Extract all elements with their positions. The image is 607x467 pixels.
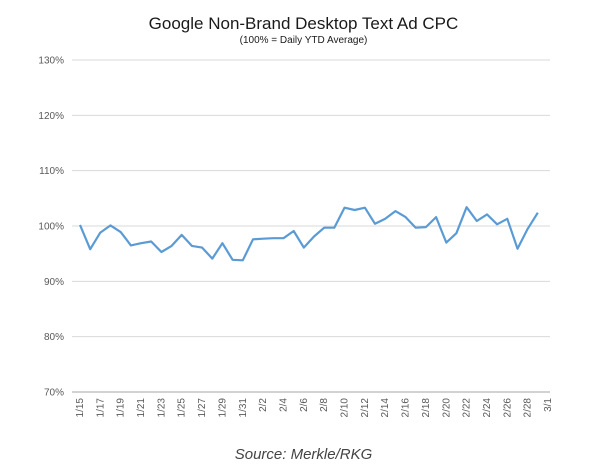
x-tick-label: 1/29 xyxy=(217,398,228,418)
y-tick-label: 90% xyxy=(44,277,64,288)
x-tick-label: 2/28 xyxy=(523,398,534,418)
x-tick-label: 3/1 xyxy=(543,398,554,412)
x-tick-label: 1/31 xyxy=(238,398,249,418)
y-tick-label: 80% xyxy=(44,332,64,343)
x-tick-label: 2/20 xyxy=(441,398,452,418)
x-tick-label: 2/14 xyxy=(380,398,391,418)
x-tick-label: 2/22 xyxy=(462,398,473,418)
x-tick-label: 1/19 xyxy=(116,398,127,418)
x-tick-label: 1/21 xyxy=(136,398,147,418)
x-tick-label: 2/4 xyxy=(278,398,289,412)
x-tick-label: 2/18 xyxy=(421,398,432,418)
x-tick-label: 2/8 xyxy=(319,398,330,412)
x-tick-label: 1/15 xyxy=(75,398,86,418)
series-line xyxy=(78,206,539,262)
line-chart: 130% 120% 110% 100% 90% 80% 70% 1/15 1/17 1/19 1/2… xyxy=(38,56,554,418)
x-tick-label: 2/26 xyxy=(502,398,513,418)
y-tick-label: 70% xyxy=(44,388,64,399)
x-tick-label: 1/27 xyxy=(197,398,208,418)
x-tick-label: 2/16 xyxy=(401,398,412,418)
x-tick-label: 2/2 xyxy=(258,398,269,412)
y-tick-label: 130% xyxy=(38,56,64,67)
x-tick-label: 1/25 xyxy=(177,398,188,418)
chart-subtitle: (100% = Daily YTD Average) xyxy=(239,35,368,46)
x-tick-label: 2/10 xyxy=(340,398,351,418)
x-tick-label: 2/24 xyxy=(482,398,493,418)
y-tick-label: 110% xyxy=(39,166,64,177)
x-tick-label: 1/23 xyxy=(156,398,167,418)
x-tick-label: 1/17 xyxy=(95,398,106,418)
y-tick-label: 100% xyxy=(38,222,64,233)
y-tick-label: 120% xyxy=(38,111,64,122)
x-tick-label: 2/12 xyxy=(360,398,371,418)
source-note: Source: Merkle/RKG xyxy=(234,446,373,463)
x-tick-label: 2/6 xyxy=(299,398,310,412)
chart-title: Google Non-Brand Desktop Text Ad CPC xyxy=(148,14,459,33)
